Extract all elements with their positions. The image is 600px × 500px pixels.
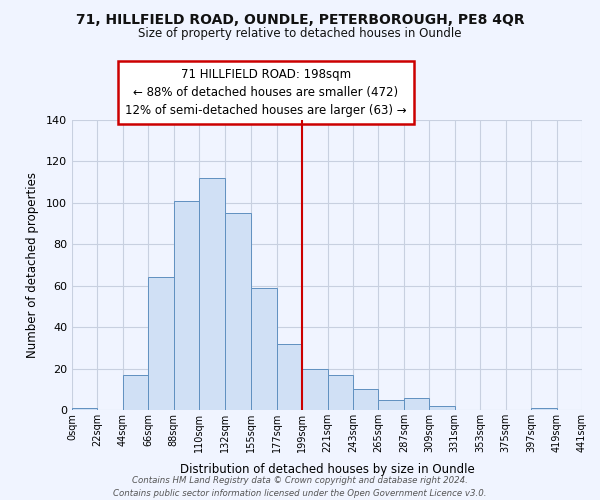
Bar (72, 408, 97, 410)
Text: Contains HM Land Registry data © Crown copyright and database right 2024.
Contai: Contains HM Land Registry data © Crown c… (113, 476, 487, 498)
Bar (174, 201, 199, 410)
Bar (328, 375, 353, 410)
Bar (148, 278, 174, 410)
Bar (251, 288, 277, 410)
Bar (430, 406, 455, 410)
Bar (123, 375, 148, 410)
Bar (224, 213, 251, 410)
Bar (302, 368, 328, 410)
Bar (199, 178, 224, 410)
Bar (277, 344, 302, 410)
Text: 71, HILLFIELD ROAD, OUNDLE, PETERBOROUGH, PE8 4QR: 71, HILLFIELD ROAD, OUNDLE, PETERBOROUGH… (76, 12, 524, 26)
Text: 71 HILLFIELD ROAD: 198sqm
← 88% of detached houses are smaller (472)
12% of semi: 71 HILLFIELD ROAD: 198sqm ← 88% of detac… (125, 68, 407, 117)
Y-axis label: Number of detached properties: Number of detached properties (26, 172, 39, 358)
Bar (404, 398, 430, 410)
X-axis label: Distribution of detached houses by size in Oundle: Distribution of detached houses by size … (179, 464, 475, 476)
Bar (353, 390, 379, 410)
Bar (379, 400, 404, 410)
Bar (531, 408, 557, 410)
Text: Size of property relative to detached houses in Oundle: Size of property relative to detached ho… (138, 28, 462, 40)
